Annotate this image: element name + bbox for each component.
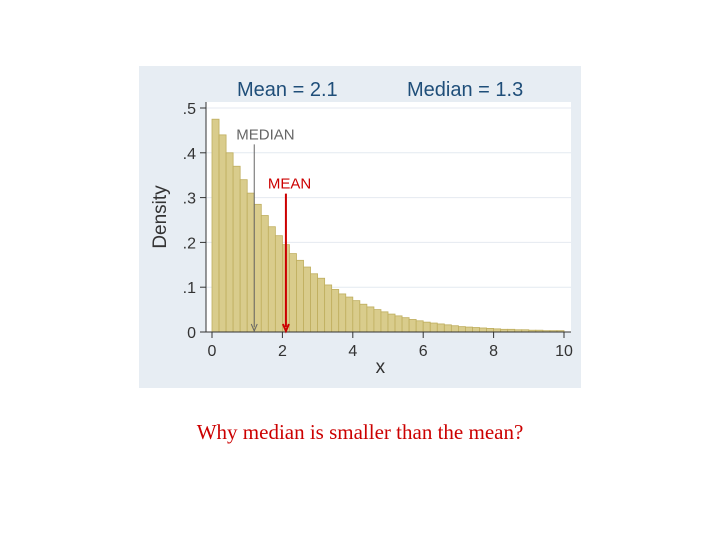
histogram-bar: [303, 266, 311, 333]
histogram-bar: [387, 313, 396, 333]
x-axis-title: x: [376, 357, 386, 378]
histogram-bar: [267, 226, 276, 333]
histogram-bar: [457, 326, 466, 333]
histogram-bar: [239, 179, 248, 333]
x-tick-label: 6: [419, 343, 428, 360]
y-tick-label: .5: [183, 101, 196, 118]
histogram-bar: [366, 306, 375, 333]
histogram-bar: [472, 327, 480, 333]
histogram-bar: [443, 324, 452, 333]
y-tick-label: .1: [183, 280, 196, 297]
histogram-bar: [450, 325, 459, 333]
histogram-bar: [260, 215, 269, 333]
histogram-chart: 0 .1 .2 .3 .4 .5 0 2 4 6 8 10 MEDIAN MEAN Mean = 2.1…: [150, 79, 573, 378]
histogram-bar: [232, 165, 241, 333]
histogram-bar: [225, 152, 234, 333]
histogram-bar: [415, 320, 424, 333]
title-median: Median = 1.3: [407, 79, 523, 101]
histogram-bar: [211, 118, 220, 333]
histogram-bar: [253, 203, 262, 333]
x-tick-label: 10: [555, 343, 573, 360]
histogram-bar: [436, 323, 445, 333]
annotations: MEDIAN MEAN: [236, 126, 311, 334]
histogram-bar: [429, 322, 438, 333]
annotation-arrowhead: [282, 323, 290, 334]
x-tick-label: 4: [348, 343, 357, 360]
caption: Why median is smaller than the mean?: [196, 420, 524, 444]
annotation-label: MEAN: [268, 176, 311, 193]
y-tick-label: .2: [183, 235, 196, 252]
histogram-bar: [401, 317, 410, 333]
annotation-arrowhead: [250, 323, 258, 333]
histogram-bar: [359, 303, 368, 333]
x-tick-label: 8: [489, 343, 498, 360]
histogram-bar: [479, 327, 487, 333]
histogram-bar: [317, 277, 326, 333]
histogram-bar: [331, 289, 340, 333]
histogram-bar: [408, 319, 417, 333]
histogram-bar: [422, 321, 431, 333]
histogram-bar: [394, 315, 403, 333]
histogram-bar: [345, 296, 354, 333]
histogram-bar: [296, 259, 304, 333]
histogram-bar: [373, 309, 382, 333]
annotation-label: MEDIAN: [236, 126, 294, 143]
histogram-bar: [310, 273, 318, 333]
y-tick-label: .3: [183, 191, 196, 208]
y-tick-label: 0: [187, 325, 196, 342]
histogram-bar: [486, 328, 494, 333]
chart-panel: 0 .1 .2 .3 .4 .5 0 2 4 6 8 10 MEDIAN MEAN Mean = 2.1…: [139, 66, 581, 388]
histogram-bar: [289, 253, 297, 333]
title-mean: Mean = 2.1: [237, 79, 338, 101]
histogram-bar: [274, 235, 283, 333]
histogram-bar: [465, 326, 473, 333]
y-tick-label: .4: [183, 146, 196, 163]
x-tick-label: 2: [278, 343, 287, 360]
x-tick-label: 0: [208, 343, 217, 360]
histogram-bar: [246, 192, 255, 333]
histogram-bar: [338, 293, 347, 333]
histogram-bar: [352, 300, 361, 333]
y-axis-title: Density: [150, 185, 171, 249]
histogram-bar: [218, 134, 227, 333]
histogram-bar: [380, 311, 389, 333]
axes: 0 .1 .2 .3 .4 .5 0 2 4 6 8 10: [183, 101, 573, 360]
histogram-bar: [324, 284, 333, 333]
